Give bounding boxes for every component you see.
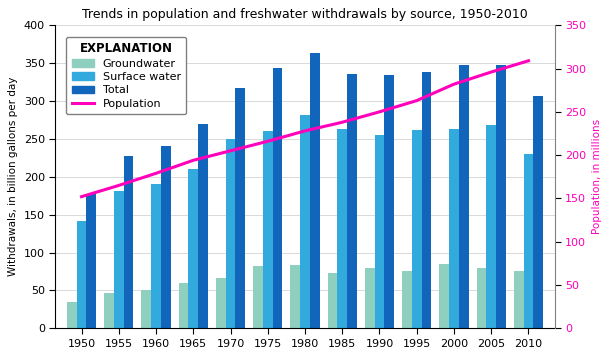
Y-axis label: Population, in millions: Population, in millions (592, 119, 601, 234)
Bar (496, 65, 506, 328)
Bar (347, 74, 357, 328)
Y-axis label: Withdrawals, in billion gallons per day: Withdrawals, in billion gallons per day (9, 77, 18, 276)
Bar (337, 129, 347, 328)
Bar (523, 154, 533, 328)
Bar (273, 69, 282, 328)
Bar (290, 265, 300, 328)
Bar (422, 72, 431, 328)
Bar (402, 271, 412, 328)
Bar (533, 96, 543, 328)
Bar (310, 52, 320, 328)
Bar (300, 115, 310, 328)
Bar (114, 191, 124, 328)
Bar (104, 293, 114, 328)
Bar (365, 268, 375, 328)
Legend: Groundwater, Surface water, Total, Population: Groundwater, Surface water, Total, Popul… (66, 37, 186, 114)
Bar (412, 130, 422, 328)
Bar (216, 277, 226, 328)
Bar (449, 129, 459, 328)
Bar (439, 264, 449, 328)
Bar (459, 65, 468, 328)
Title: Trends in population and freshwater withdrawals by source, 1950-2010: Trends in population and freshwater with… (82, 8, 528, 21)
Bar (188, 169, 198, 328)
Bar (142, 290, 151, 328)
Bar (477, 268, 486, 328)
Bar (375, 135, 384, 328)
Bar (235, 88, 245, 328)
Bar (67, 302, 77, 328)
Bar (328, 273, 337, 328)
Bar (253, 266, 263, 328)
Bar (124, 156, 133, 328)
Bar (161, 146, 171, 328)
Bar (226, 139, 235, 328)
Bar (486, 125, 496, 328)
Bar (179, 283, 188, 328)
Bar (77, 221, 87, 328)
Bar (198, 124, 208, 328)
Bar (151, 184, 161, 328)
Bar (384, 75, 394, 328)
Bar (514, 271, 523, 328)
Bar (87, 194, 96, 328)
Bar (263, 131, 273, 328)
